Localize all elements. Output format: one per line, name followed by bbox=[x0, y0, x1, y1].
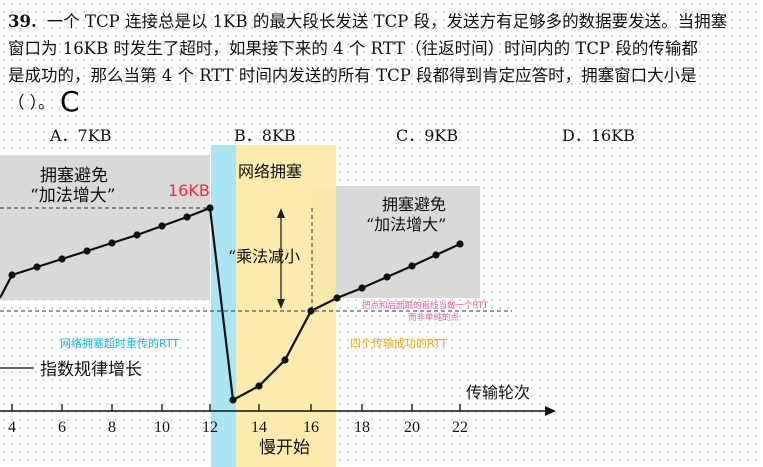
curve-point bbox=[158, 222, 166, 230]
x-tick-label: 6 bbox=[58, 419, 66, 436]
question-line-2: 窗口为 16KB 时发生了超时，如果接下来的 4 个 RTT（往返时间）时间内的… bbox=[8, 39, 698, 58]
curve-points bbox=[8, 204, 464, 404]
x-tick-label: 10 bbox=[154, 419, 170, 436]
answer-options: A．7KB B．8KB C．9KB D．16KB bbox=[0, 122, 763, 145]
x-tick-label: 4 bbox=[8, 419, 16, 436]
curve-point bbox=[83, 247, 91, 255]
curve-point bbox=[456, 240, 464, 248]
curve-point bbox=[33, 263, 41, 271]
cyan-band bbox=[211, 145, 236, 467]
diagram-labels: 拥塞避免 “加法增大” 16KB 网络拥塞 “乘法减小 拥塞避免 “加法增大” … bbox=[30, 162, 530, 458]
label-slow-start: 慢开始 bbox=[259, 437, 310, 458]
x-tick-label: 16 bbox=[303, 419, 319, 436]
congestion-avoidance-band-left bbox=[0, 155, 210, 300]
curve-point bbox=[229, 396, 237, 404]
x-axis-label: 传输轮次 bbox=[466, 383, 530, 402]
note-line-2: 而非单纯的点 bbox=[408, 312, 460, 323]
option-a[interactable]: A．7KB bbox=[50, 126, 112, 145]
label-network-congestion: 网络拥塞 bbox=[238, 162, 302, 181]
curve-point bbox=[58, 255, 66, 263]
ca-left-label-1: 拥塞避免 bbox=[40, 166, 108, 186]
ca-right-label-1: 拥塞避免 bbox=[382, 195, 446, 214]
curve-point bbox=[358, 284, 366, 292]
x-tick-labels: 4 6 8 10 12 14 16 18 20 22 bbox=[8, 419, 468, 436]
curve-point bbox=[108, 239, 116, 247]
x-tick-label: 14 bbox=[251, 419, 267, 436]
curve-point bbox=[307, 307, 315, 315]
question-line-1: 39. 一个 TCP 连接总是以 1KB 的最大段长发送 TCP 段，发送方有足够… bbox=[8, 8, 756, 35]
option-c[interactable]: C．9KB bbox=[396, 126, 459, 145]
curve-point bbox=[408, 262, 416, 270]
curve-point bbox=[255, 382, 263, 390]
label-multiplicative-decrease: “乘法减小 bbox=[228, 247, 300, 266]
question-text: 39. 一个 TCP 连接总是以 1KB 的最大段长发送 TCP 段，发送方有足够… bbox=[8, 8, 756, 116]
ca-right-label-2: “加法增大” bbox=[366, 215, 446, 234]
label-timeout-rtt: 网络拥塞超时重传的RTT bbox=[60, 336, 179, 350]
x-ticks bbox=[11, 404, 461, 411]
x-tick-label: 20 bbox=[404, 419, 420, 436]
x-tick-label: 8 bbox=[108, 419, 116, 436]
curve-point bbox=[383, 273, 391, 281]
question-number: 39. bbox=[8, 12, 37, 31]
question-line-1-text: 一个 TCP 连接总是以 1KB 的最大段长发送 TCP 段，发送方有足够多的数… bbox=[46, 12, 728, 31]
curve-point bbox=[333, 294, 341, 302]
option-b[interactable]: B．8KB bbox=[234, 126, 296, 145]
label-four-success-rtt: 四个传输成功的RTT bbox=[350, 336, 447, 350]
question-line-4: （ ）。 bbox=[8, 93, 55, 112]
congestion-window-curve bbox=[0, 206, 461, 402]
decrease-arrow-down bbox=[277, 299, 285, 309]
curve-point bbox=[183, 213, 191, 221]
x-tick-label: 22 bbox=[452, 419, 468, 436]
curve-point bbox=[133, 231, 141, 239]
curve-point bbox=[8, 271, 16, 279]
option-d[interactable]: D．16KB bbox=[562, 126, 635, 145]
label-16kb: 16KB bbox=[168, 181, 210, 200]
label-exponential-growth: 指数规律增长 bbox=[40, 360, 142, 380]
handwritten-answer: C bbox=[60, 85, 80, 118]
x-tick-label: 12 bbox=[202, 419, 218, 436]
congestion-avoidance-band-right bbox=[312, 186, 480, 298]
x-axis-arrow bbox=[545, 406, 556, 416]
curve-point bbox=[206, 204, 214, 212]
ca-left-label-2: “加法增大” bbox=[30, 186, 115, 206]
x-tick-label: 18 bbox=[354, 419, 370, 436]
note-line-1: 把点和后面跟的直线当做一个RTT bbox=[362, 300, 489, 311]
decrease-arrow-up bbox=[277, 208, 285, 218]
question-line-3: 是成功的，那么当第 4 个 RTT 时间内发送的所有 TCP 段都得到肯定应答时… bbox=[8, 66, 697, 85]
curve-point bbox=[281, 356, 289, 364]
curve-point bbox=[432, 251, 440, 259]
